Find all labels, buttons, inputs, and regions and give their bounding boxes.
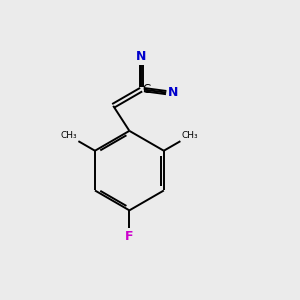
Text: CH₃: CH₃ — [61, 131, 77, 140]
Text: F: F — [125, 230, 134, 243]
Text: N: N — [168, 86, 178, 99]
Text: C: C — [142, 83, 151, 96]
Text: N: N — [136, 50, 146, 63]
Text: CH₃: CH₃ — [182, 131, 198, 140]
